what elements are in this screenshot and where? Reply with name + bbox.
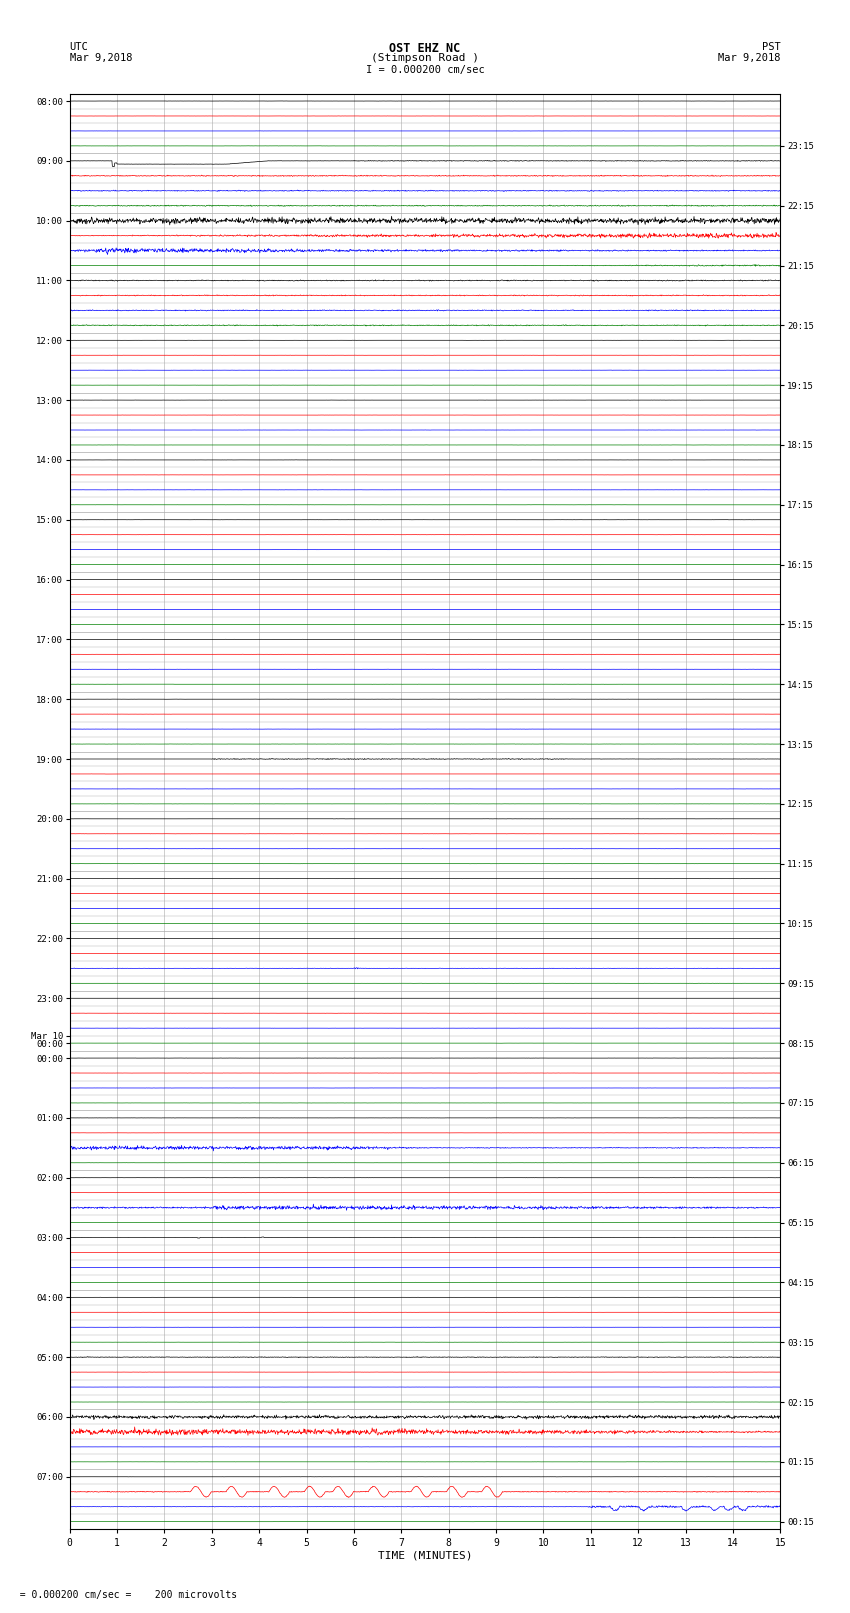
Text: (Stimpson Road ): (Stimpson Road ) (371, 53, 479, 63)
Text: UTC: UTC (70, 42, 88, 52)
X-axis label: TIME (MINUTES): TIME (MINUTES) (377, 1552, 473, 1561)
Text: OST EHZ NC: OST EHZ NC (389, 42, 461, 55)
Text: Mar 9,2018: Mar 9,2018 (717, 53, 780, 63)
Text: = 0.000200 cm/sec =    200 microvolts: = 0.000200 cm/sec = 200 microvolts (8, 1590, 238, 1600)
Text: PST: PST (762, 42, 780, 52)
Text: I = 0.000200 cm/sec: I = 0.000200 cm/sec (366, 65, 484, 74)
Text: Mar 9,2018: Mar 9,2018 (70, 53, 133, 63)
